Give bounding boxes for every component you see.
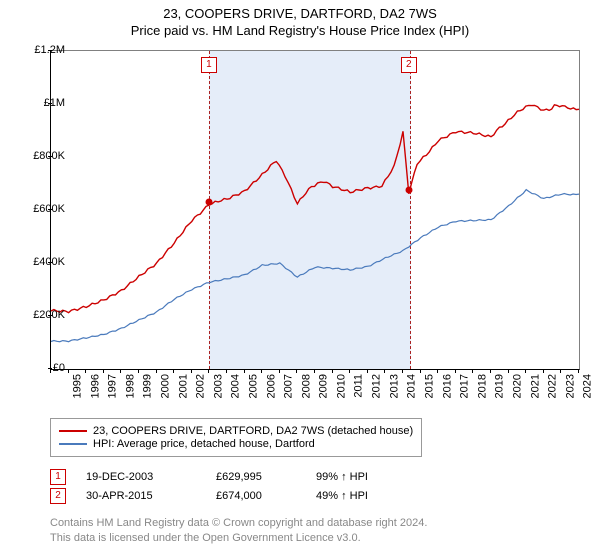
- footer-line-1: Contains HM Land Registry data © Crown c…: [50, 516, 427, 531]
- footer-attribution: Contains HM Land Registry data © Crown c…: [50, 516, 427, 546]
- x-axis-label: 2014: [406, 374, 418, 398]
- x-axis-label: 2002: [195, 374, 207, 398]
- sale-hpi-pct: 99% ↑ HPI: [316, 471, 416, 483]
- sale-marker-dot: [205, 199, 212, 206]
- x-axis-label: 2018: [476, 374, 488, 398]
- x-axis-label: 2021: [529, 374, 541, 398]
- x-axis-label: 1995: [71, 374, 83, 398]
- sale-marker-dot: [405, 187, 412, 194]
- x-axis-label: 2001: [177, 374, 189, 398]
- chart-subtitle: Price paid vs. HM Land Registry's House …: [0, 23, 600, 38]
- chart-plot-area: 12: [50, 50, 580, 370]
- legend-box: 23, COOPERS DRIVE, DARTFORD, DA2 7WS (de…: [50, 418, 422, 457]
- sale-hpi-pct: 49% ↑ HPI: [316, 490, 416, 502]
- x-axis-label: 2005: [247, 374, 259, 398]
- series-line: [51, 105, 579, 313]
- sale-price: £629,995: [216, 471, 316, 483]
- legend-swatch: [59, 430, 87, 432]
- legend-label: HPI: Average price, detached house, Dart…: [93, 438, 315, 450]
- sale-marker-flag: 1: [50, 469, 66, 485]
- x-axis-label: 2004: [230, 374, 242, 398]
- sales-table: 1 19-DEC-2003£629,99599% ↑ HPI 2 30-APR-201…: [50, 466, 416, 507]
- series-line: [51, 190, 579, 342]
- x-axis-label: 2012: [371, 374, 383, 398]
- sale-marker-flag: 2: [50, 488, 66, 504]
- x-axis-label: 1998: [124, 374, 136, 398]
- sale-price: £674,000: [216, 490, 316, 502]
- sale-row: 1 19-DEC-2003£629,99599% ↑ HPI: [50, 469, 416, 485]
- x-axis-label: 2013: [388, 374, 400, 398]
- x-axis-label: 2015: [423, 374, 435, 398]
- x-axis-label: 2022: [547, 374, 559, 398]
- legend-label: 23, COOPERS DRIVE, DARTFORD, DA2 7WS (de…: [93, 425, 413, 437]
- y-axis-label: £1M: [44, 97, 65, 109]
- y-axis-label: £0: [53, 362, 65, 374]
- x-axis-label: 1999: [142, 374, 154, 398]
- x-axis-label: 1997: [107, 374, 119, 398]
- chart-title: 23, COOPERS DRIVE, DARTFORD, DA2 7WS: [0, 6, 600, 21]
- x-axis-label: 2024: [582, 374, 594, 398]
- x-axis-label: 2000: [159, 374, 171, 398]
- x-axis-label: 1996: [89, 374, 101, 398]
- sale-marker-flag: 1: [201, 57, 217, 73]
- sale-date: 30-APR-2015: [86, 490, 216, 502]
- x-axis-label: 2019: [494, 374, 506, 398]
- legend-swatch: [59, 443, 87, 445]
- legend-item: HPI: Average price, detached house, Dart…: [59, 438, 413, 450]
- x-axis-label: 2003: [212, 374, 224, 398]
- x-axis-label: 2023: [564, 374, 576, 398]
- sale-date: 19-DEC-2003: [86, 471, 216, 483]
- sale-marker-flag: 2: [401, 57, 417, 73]
- footer-line-2: This data is licensed under the Open Gov…: [50, 531, 427, 546]
- chart-lines: [51, 51, 579, 369]
- x-axis-label: 2016: [441, 374, 453, 398]
- x-axis-label: 2011: [352, 374, 364, 398]
- x-axis-label: 2017: [459, 374, 471, 398]
- x-axis-label: 2020: [511, 374, 523, 398]
- x-axis-label: 2007: [283, 374, 295, 398]
- x-axis-label: 2010: [335, 374, 347, 398]
- x-axis-label: 2008: [300, 374, 312, 398]
- x-axis-label: 2009: [318, 374, 330, 398]
- legend-item: 23, COOPERS DRIVE, DARTFORD, DA2 7WS (de…: [59, 425, 413, 437]
- x-axis-label: 2006: [265, 374, 277, 398]
- sale-row: 2 30-APR-2015£674,00049% ↑ HPI: [50, 488, 416, 504]
